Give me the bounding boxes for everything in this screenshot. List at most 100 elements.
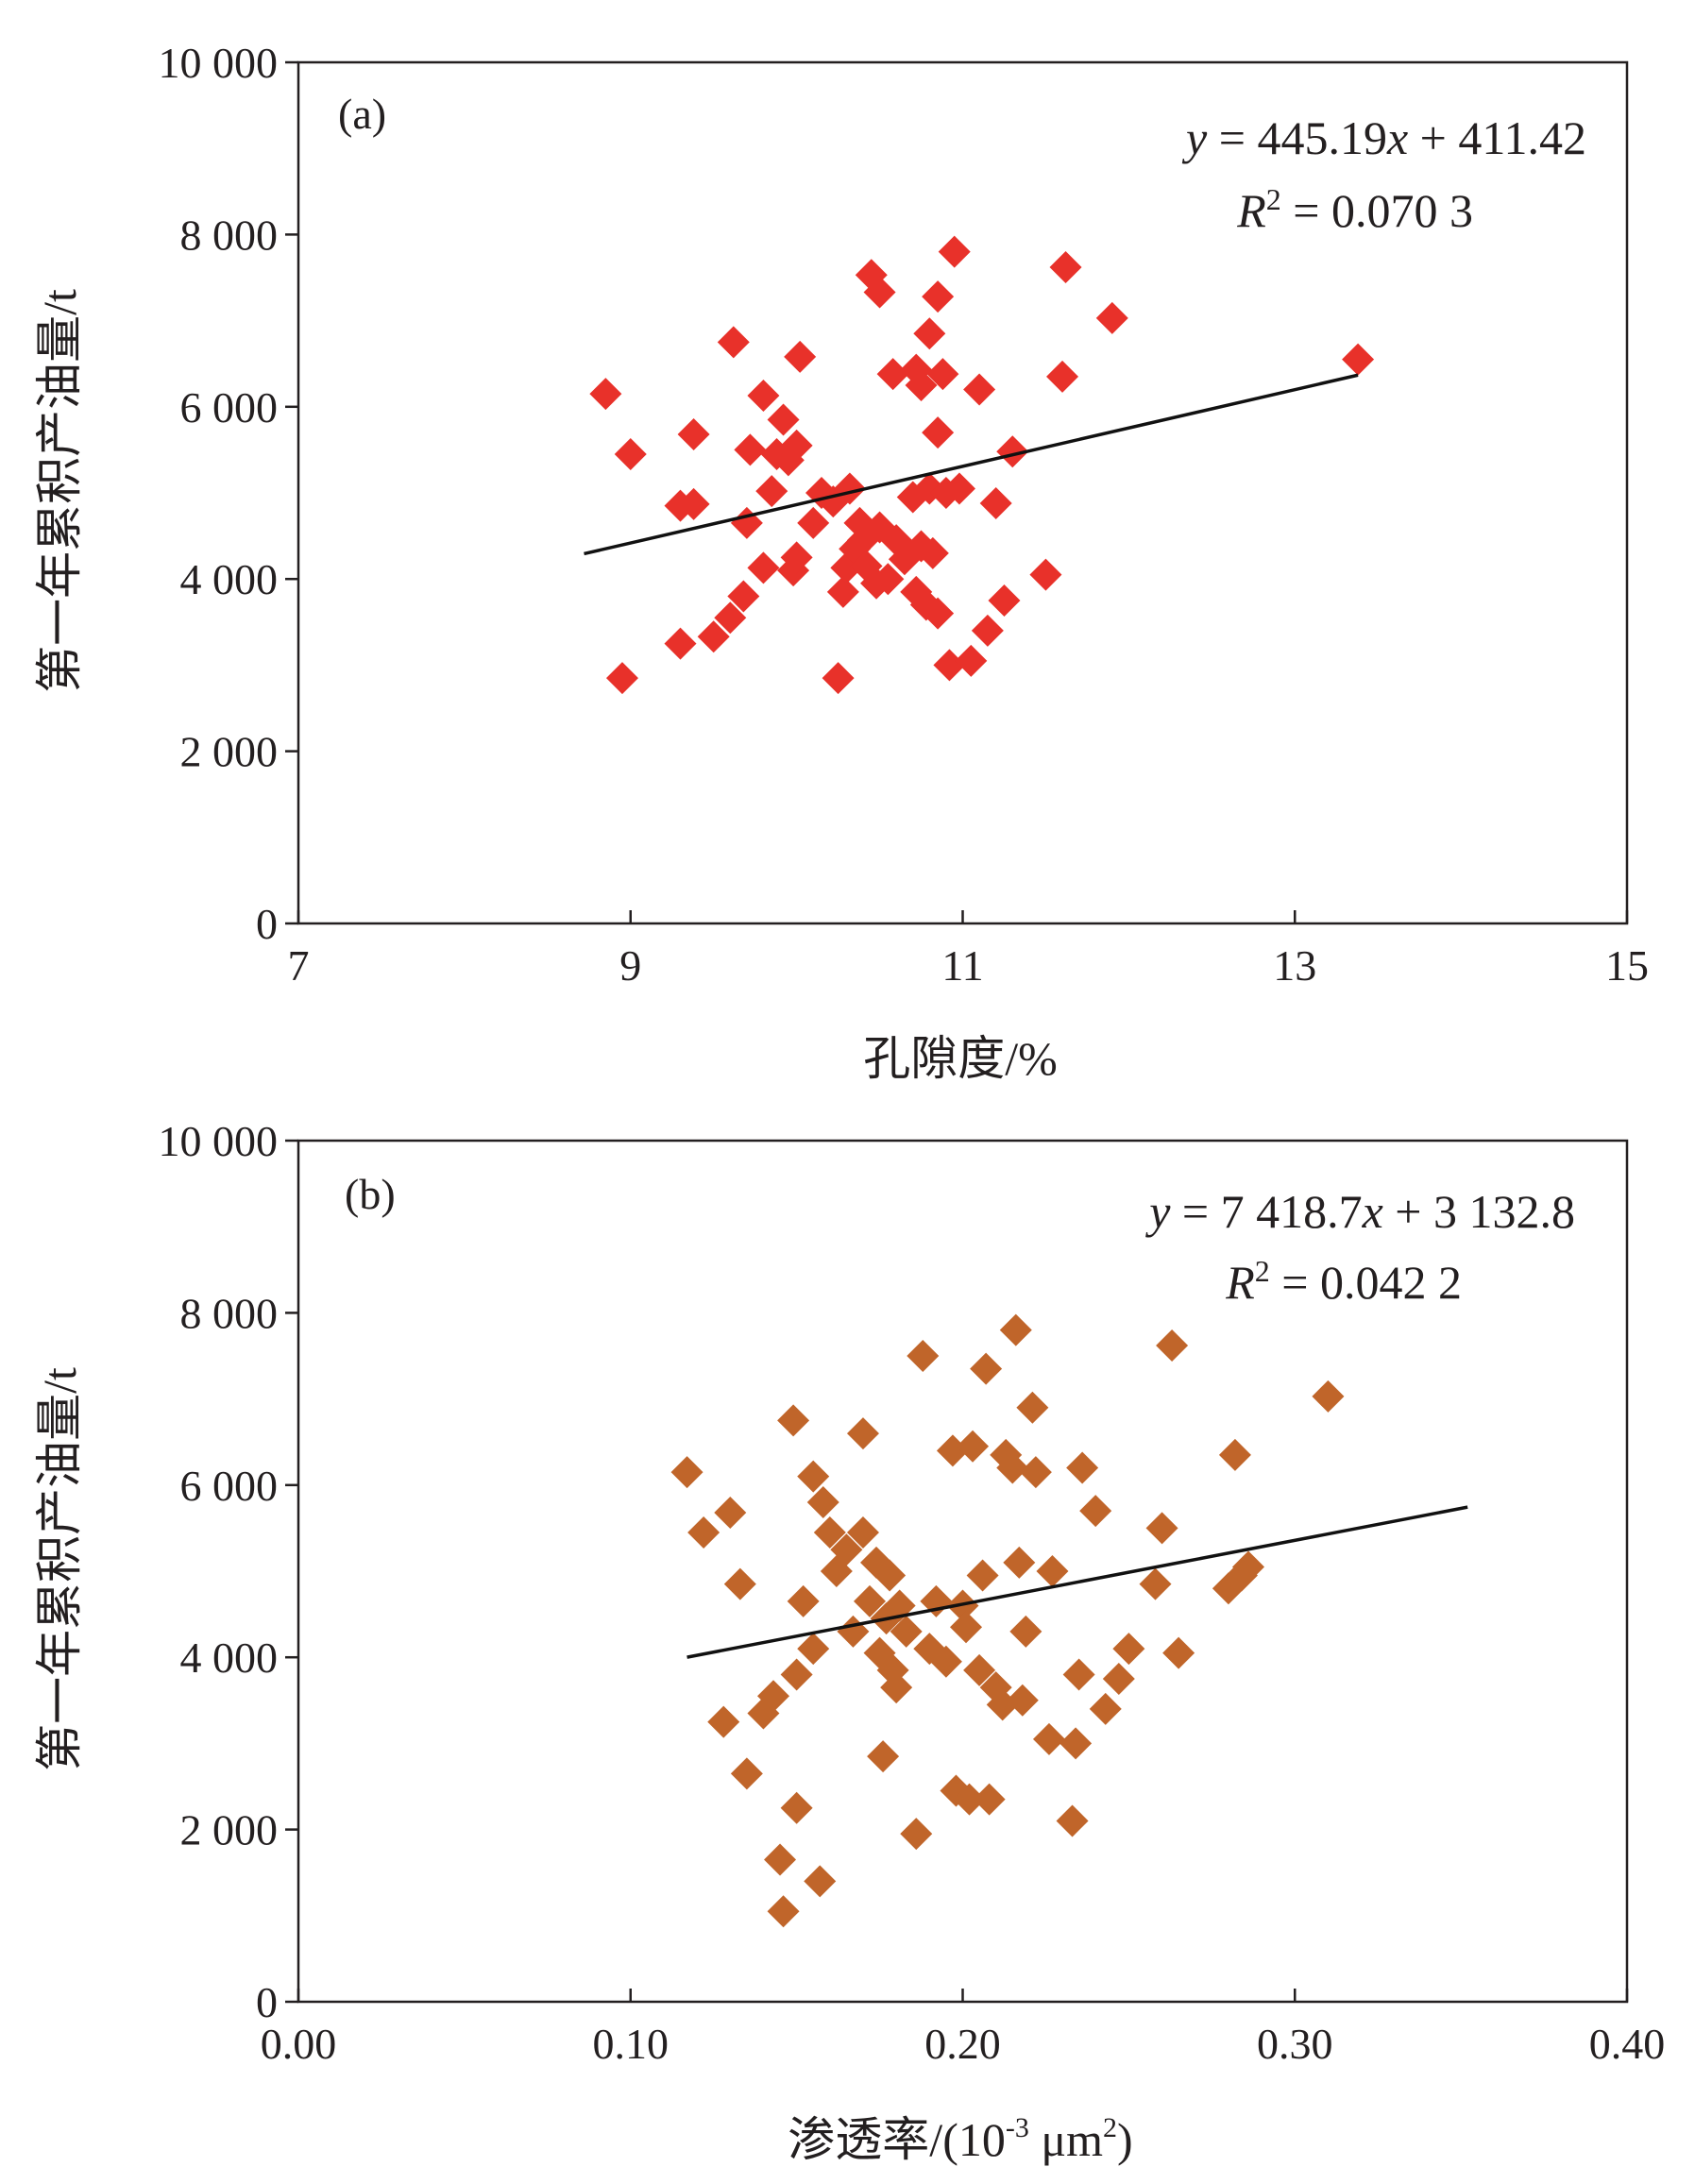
y-tick-label: 0: [256, 900, 278, 948]
data-point: [916, 536, 949, 569]
data-point: [1019, 1456, 1052, 1489]
panel-b-y-axis-title: 第一年累积产油量/t: [33, 1367, 86, 1771]
panel-a-y-axis-title: 第一年累积产油量/t: [33, 289, 86, 693]
y-tick-label: 2 000: [180, 728, 279, 776]
data-point: [1046, 360, 1079, 393]
panel-a-eq-x: x: [1386, 111, 1408, 164]
data-point: [1003, 1546, 1036, 1579]
panel-b-r-squared: R2 = 0.042 2: [1225, 1254, 1462, 1309]
data-point: [780, 1658, 813, 1691]
data-point: [1139, 1567, 1172, 1600]
panel-a-equation: y = 445.19x + 411.42: [1181, 111, 1586, 164]
data-point: [1162, 1636, 1195, 1669]
data-point: [1102, 1663, 1135, 1695]
data-point: [846, 1417, 879, 1450]
data-point: [723, 1567, 756, 1600]
panel-b-x-axis-title: 渗透率/(10-3 μm2): [788, 2112, 1132, 2166]
data-point: [1006, 1684, 1039, 1717]
data-point: [970, 1352, 1003, 1385]
data-point: [933, 649, 966, 682]
panel-a-r2-value: = 0.070 3: [1281, 184, 1473, 237]
x-tick-label: 9: [619, 941, 641, 990]
data-point: [1036, 1555, 1069, 1587]
data-point: [677, 487, 710, 520]
x-tick-label: 0.20: [924, 2020, 1001, 2068]
data-point: [767, 1895, 800, 1928]
panel-a-r2-sup: 2: [1266, 182, 1281, 216]
data-point: [784, 340, 817, 373]
data-point: [806, 1486, 839, 1519]
data-point: [1049, 251, 1082, 284]
data-point: [697, 620, 730, 653]
data-point: [1112, 1633, 1145, 1666]
panel-a-scatter-chart: 7 9 11 13 15 0 2 000 4 000 6 000 8 000 10 000 (a)…: [33, 39, 1649, 1085]
panel-b-eq-part1: = 7 418.7: [1170, 1185, 1362, 1238]
data-point: [846, 1515, 879, 1549]
panel-a-eq-y: y: [1181, 111, 1208, 164]
panel-a-points: [589, 235, 1375, 695]
data-point: [1232, 1550, 1265, 1583]
data-point: [677, 417, 710, 450]
data-point: [730, 1757, 763, 1790]
panel-b-eq-part2: + 3 132.8: [1383, 1185, 1575, 1238]
data-point: [872, 563, 905, 596]
panel-b-label: (b): [345, 1170, 396, 1218]
data-point: [670, 1456, 703, 1489]
data-point: [876, 358, 909, 391]
data-point: [1156, 1329, 1189, 1363]
data-point: [854, 1584, 887, 1617]
data-point: [905, 369, 938, 401]
panel-a-r-squared: R2 = 0.070 3: [1236, 182, 1473, 237]
data-point: [1029, 558, 1062, 591]
panel-b-xlabel-mid: μm: [1029, 2113, 1103, 2166]
x-tick-label: 13: [1273, 941, 1316, 990]
data-point: [614, 437, 647, 470]
panel-b-r2-sup: 2: [1255, 1254, 1270, 1288]
data-point: [999, 1313, 1032, 1346]
panel-a-trendline: [584, 373, 1359, 556]
panel-b-xlabel-sup2: 2: [1103, 2112, 1117, 2143]
data-point: [813, 1515, 846, 1549]
data-point: [755, 475, 788, 508]
panel-a-eq-part2: + 411.42: [1408, 111, 1586, 164]
data-point: [966, 1559, 999, 1592]
y-tick-label: 0: [256, 1978, 278, 2026]
data-point: [926, 358, 959, 391]
data-point: [707, 1705, 740, 1738]
data-point: [1218, 1438, 1251, 1471]
data-point: [780, 1791, 813, 1824]
data-point: [837, 1615, 870, 1648]
data-point: [830, 1533, 863, 1566]
data-point: [1059, 1727, 1093, 1760]
panel-a-x-axis-title: 孔隙度/%: [863, 1032, 1058, 1085]
panel-b-xlabel-end: ): [1117, 2113, 1133, 2166]
y-tick-label: 6 000: [180, 1462, 279, 1510]
panel-b-x-ticks: 0.00 0.10 0.20 0.30 0.40: [261, 1989, 1665, 2068]
data-point: [929, 1645, 962, 1678]
data-point: [780, 429, 813, 462]
panel-b-scatter-chart: 0.00 0.10 0.20 0.30 0.40 0 2 000 4 000 6 000 8 0…: [33, 1117, 1665, 2166]
data-point: [953, 1783, 986, 1816]
data-point: [922, 416, 955, 449]
data-point: [822, 662, 855, 695]
data-point: [717, 326, 750, 359]
panel-b-r2-r: R: [1225, 1256, 1255, 1309]
data-point: [714, 1496, 747, 1529]
panel-b-r2-value: = 0.042 2: [1270, 1256, 1462, 1309]
data-point: [1312, 1380, 1345, 1413]
data-point: [900, 1818, 933, 1851]
data-point: [1009, 1615, 1042, 1648]
panel-a-label: (a): [338, 90, 386, 138]
data-point: [687, 1515, 720, 1549]
data-point: [938, 235, 971, 268]
data-point: [797, 1460, 830, 1493]
x-tick-label: 0.00: [261, 2020, 337, 2068]
panel-a-y-ticks: 0 2 000 4 000 6 000 8 000 10 000: [159, 39, 298, 948]
x-tick-label: 0.10: [593, 2020, 670, 2068]
data-point: [922, 597, 955, 630]
x-tick-label: 0.30: [1257, 2020, 1333, 2068]
panel-b-xlabel-sup1: -3: [1006, 2112, 1029, 2143]
y-tick-label: 10 000: [159, 1117, 279, 1165]
data-point: [996, 435, 1029, 468]
